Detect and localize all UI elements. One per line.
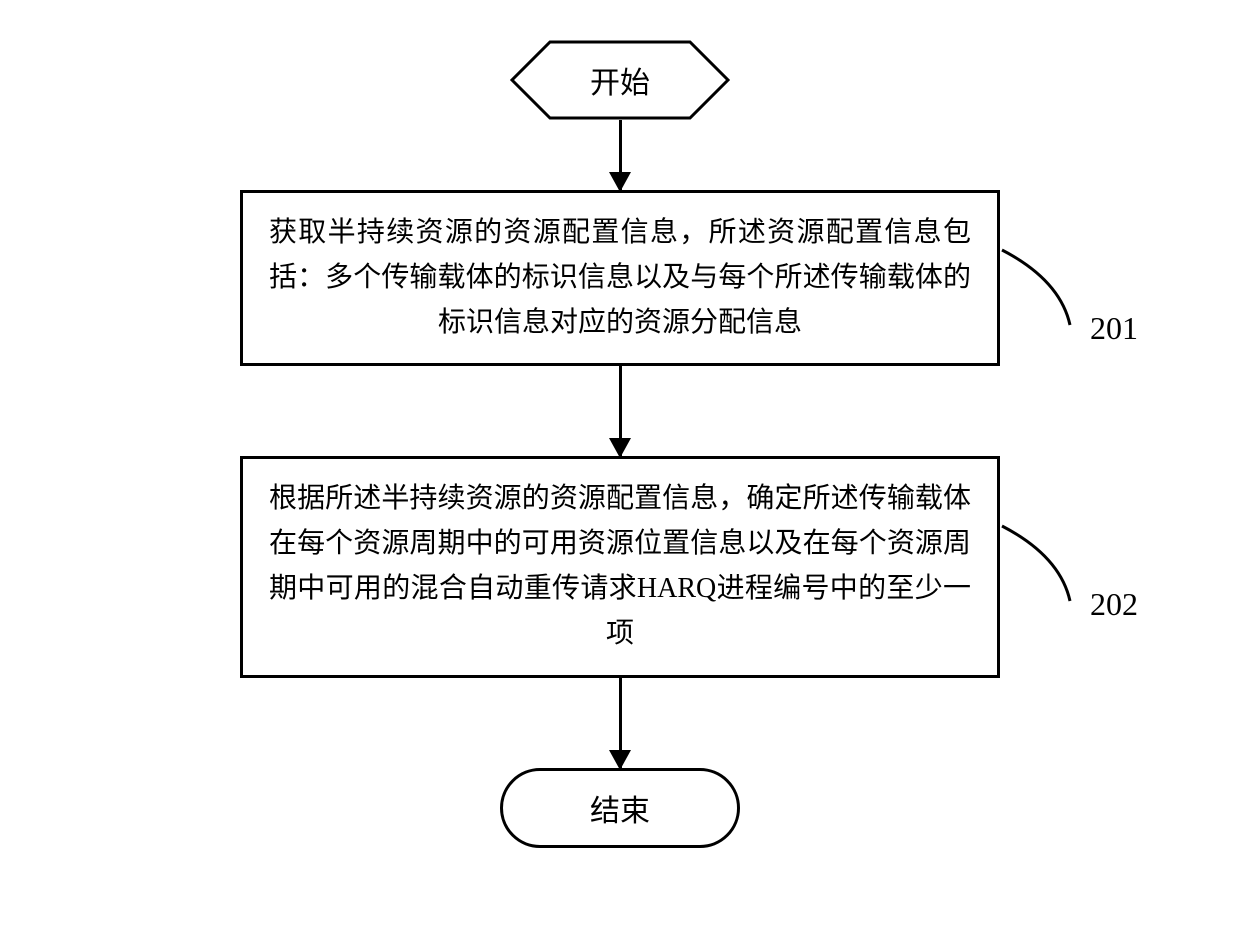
end-node: 结束 (170, 768, 1070, 848)
step-201-wrapper: 获取半持续资源的资源配置信息，所述资源配置信息包括：多个传输载体的标识信息以及与… (170, 190, 1070, 366)
connector-202 (930, 526, 1080, 616)
start-label: 开始 (590, 58, 650, 102)
step-202-box: 根据所述半持续资源的资源配置信息，确定所述传输载体在每个资源周期中的可用资源位置… (240, 456, 1000, 677)
start-hexagon: 开始 (510, 40, 730, 120)
end-terminator: 结束 (500, 768, 740, 848)
arrow-3 (619, 678, 622, 768)
step-202-text: 根据所述半持续资源的资源配置信息，确定所述传输载体在每个资源周期中的可用资源位置… (269, 477, 971, 656)
connector-201 (930, 250, 1080, 340)
step-201-box: 获取半持续资源的资源配置信息，所述资源配置信息包括：多个传输载体的标识信息以及与… (240, 190, 1000, 366)
start-node: 开始 (170, 40, 1070, 120)
ref-202: 202 (1090, 586, 1138, 623)
step-202-wrapper: 根据所述半持续资源的资源配置信息，确定所述传输载体在每个资源周期中的可用资源位置… (170, 456, 1070, 677)
step-201-text: 获取半持续资源的资源配置信息，所述资源配置信息包括：多个传输载体的标识信息以及与… (269, 211, 971, 345)
flowchart-container: 开始 获取半持续资源的资源配置信息，所述资源配置信息包括：多个传输载体的标识信息… (170, 40, 1070, 848)
ref-201: 201 (1090, 310, 1138, 347)
arrow-2 (619, 366, 622, 456)
end-label: 结束 (590, 786, 650, 830)
arrow-1 (619, 120, 622, 190)
